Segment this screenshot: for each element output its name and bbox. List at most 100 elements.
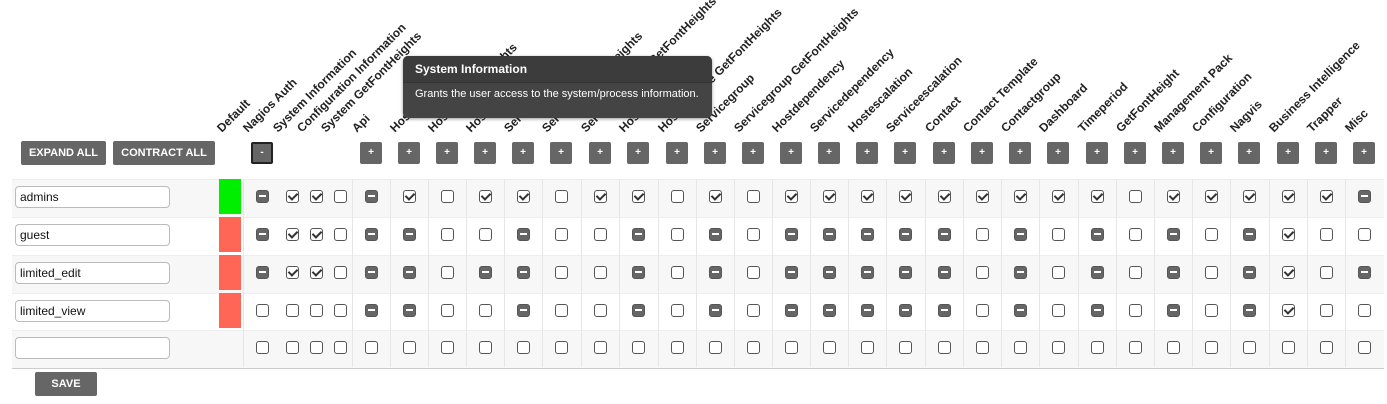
permission-checkbox[interactable] (1091, 341, 1104, 354)
column-toggle-button[interactable]: + (512, 142, 534, 164)
permission-checkbox[interactable] (1205, 228, 1218, 241)
permission-checkbox[interactable] (441, 228, 454, 241)
permission-checkbox[interactable] (334, 304, 347, 317)
permission-checkbox[interactable] (1243, 266, 1256, 279)
permission-checkbox[interactable] (334, 341, 347, 354)
column-toggle-button[interactable]: + (894, 142, 916, 164)
permission-checkbox[interactable] (1243, 190, 1256, 203)
permission-checkbox[interactable] (861, 304, 874, 317)
permission-checkbox[interactable] (256, 266, 269, 279)
permission-checkbox[interactable] (365, 266, 378, 279)
permission-checkbox[interactable] (1091, 228, 1104, 241)
permission-checkbox[interactable] (479, 341, 492, 354)
permission-checkbox[interactable] (479, 304, 492, 317)
permission-checkbox[interactable] (403, 190, 416, 203)
permission-checkbox[interactable] (1282, 266, 1295, 279)
permission-checkbox[interactable] (286, 228, 299, 241)
permission-checkbox[interactable] (555, 228, 568, 241)
column-toggle-button[interactable]: + (589, 142, 611, 164)
permission-checkbox[interactable] (441, 266, 454, 279)
permission-checkbox[interactable] (594, 190, 607, 203)
permission-checkbox[interactable] (594, 266, 607, 279)
permission-checkbox[interactable] (1320, 190, 1333, 203)
permission-checkbox[interactable] (976, 266, 989, 279)
permission-checkbox[interactable] (899, 341, 912, 354)
permission-checkbox[interactable] (1014, 341, 1027, 354)
column-toggle-button[interactable]: + (818, 142, 840, 164)
permission-checkbox[interactable] (709, 304, 722, 317)
permission-checkbox[interactable] (1167, 304, 1180, 317)
role-name-input[interactable] (15, 300, 170, 322)
role-name-input[interactable] (15, 186, 170, 208)
permission-checkbox[interactable] (823, 341, 836, 354)
permission-checkbox[interactable] (403, 341, 416, 354)
permission-checkbox[interactable] (1014, 304, 1027, 317)
permission-checkbox[interactable] (1205, 266, 1218, 279)
column-toggle-button[interactable]: + (474, 142, 496, 164)
permission-checkbox[interactable] (365, 341, 378, 354)
permission-checkbox[interactable] (1091, 190, 1104, 203)
column-toggle-button[interactable]: + (666, 142, 688, 164)
role-name-input[interactable] (15, 262, 170, 284)
permission-checkbox[interactable] (747, 304, 760, 317)
permission-checkbox[interactable] (286, 266, 299, 279)
permission-checkbox[interactable] (286, 304, 299, 317)
permission-checkbox[interactable] (671, 341, 684, 354)
permission-checkbox[interactable] (1167, 266, 1180, 279)
permission-checkbox[interactable] (899, 304, 912, 317)
column-toggle-button[interactable]: + (971, 142, 993, 164)
permission-checkbox[interactable] (1358, 304, 1371, 317)
permission-checkbox[interactable] (441, 341, 454, 354)
column-toggle-button[interactable]: + (704, 142, 726, 164)
save-button[interactable]: SAVE (35, 372, 97, 396)
permission-checkbox[interactable] (899, 266, 912, 279)
permission-checkbox[interactable] (1358, 341, 1371, 354)
permission-checkbox[interactable] (976, 341, 989, 354)
permission-checkbox[interactable] (747, 341, 760, 354)
column-toggle-button[interactable]: + (1086, 142, 1108, 164)
permission-checkbox[interactable] (1052, 190, 1065, 203)
permission-checkbox[interactable] (1205, 304, 1218, 317)
permission-checkbox[interactable] (441, 304, 454, 317)
column-toggle-button[interactable]: + (742, 142, 764, 164)
permission-checkbox[interactable] (747, 266, 760, 279)
permission-checkbox[interactable] (286, 341, 299, 354)
permission-checkbox[interactable] (555, 190, 568, 203)
contract-all-button[interactable]: CONTRACT ALL (113, 141, 215, 165)
permission-checkbox[interactable] (671, 304, 684, 317)
permission-checkbox[interactable] (1052, 228, 1065, 241)
permission-checkbox[interactable] (823, 190, 836, 203)
permission-checkbox[interactable] (709, 341, 722, 354)
permission-checkbox[interactable] (1320, 228, 1333, 241)
permission-checkbox[interactable] (1205, 341, 1218, 354)
permission-checkbox[interactable] (976, 190, 989, 203)
column-toggle-button[interactable]: + (780, 142, 802, 164)
permission-checkbox[interactable] (1358, 228, 1371, 241)
permission-checkbox[interactable] (1205, 190, 1218, 203)
permission-checkbox[interactable] (1243, 304, 1256, 317)
permission-checkbox[interactable] (1282, 190, 1295, 203)
permission-checkbox[interactable] (823, 266, 836, 279)
permission-checkbox[interactable] (1014, 190, 1027, 203)
column-toggle-button[interactable]: + (1162, 142, 1184, 164)
permission-checkbox[interactable] (310, 304, 323, 317)
column-toggle-button[interactable]: + (856, 142, 878, 164)
permission-checkbox[interactable] (1320, 304, 1333, 317)
permission-checkbox[interactable] (1052, 266, 1065, 279)
permission-checkbox[interactable] (310, 266, 323, 279)
role-name-input[interactable] (15, 337, 170, 359)
column-toggle-button[interactable]: + (1009, 142, 1031, 164)
permission-checkbox[interactable] (1052, 304, 1065, 317)
permission-checkbox[interactable] (861, 341, 874, 354)
permission-checkbox[interactable] (256, 304, 269, 317)
permission-checkbox[interactable] (403, 304, 416, 317)
permission-checkbox[interactable] (632, 228, 645, 241)
permission-checkbox[interactable] (1282, 304, 1295, 317)
permission-checkbox[interactable] (899, 190, 912, 203)
permission-checkbox[interactable] (1014, 266, 1027, 279)
permission-checkbox[interactable] (632, 190, 645, 203)
permission-checkbox[interactable] (517, 341, 530, 354)
permission-checkbox[interactable] (517, 190, 530, 203)
column-toggle-button[interactable]: + (1124, 142, 1146, 164)
permission-checkbox[interactable] (747, 190, 760, 203)
